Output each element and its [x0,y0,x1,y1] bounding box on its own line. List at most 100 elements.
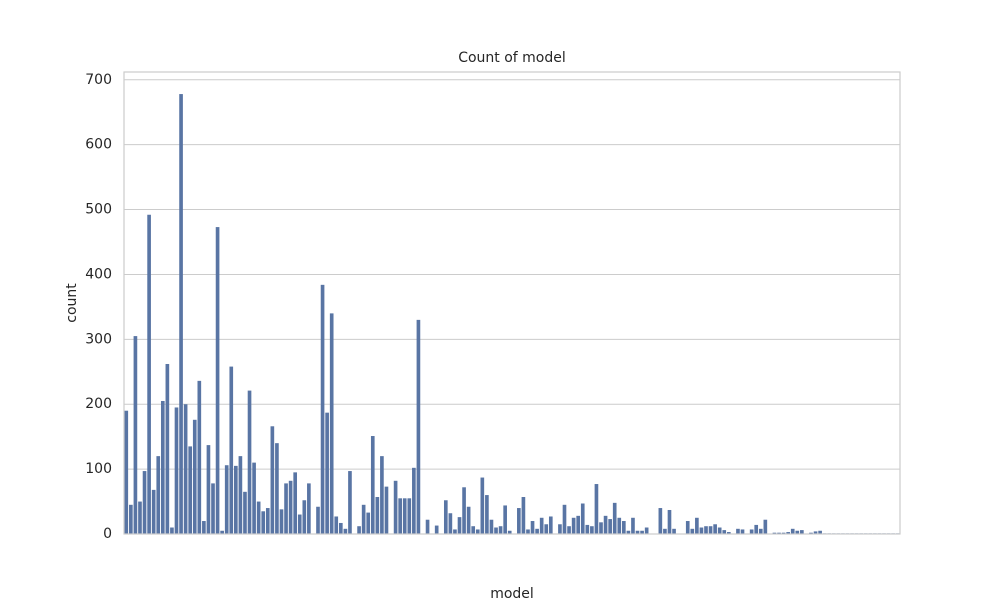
bar [590,526,594,534]
bar [818,530,822,534]
bar [480,477,485,534]
bar [507,530,512,534]
bar [284,483,288,534]
bar [781,532,786,534]
bar [343,528,348,534]
bar [170,527,174,534]
bar [265,508,270,534]
bar [603,515,608,534]
bar [402,498,407,534]
bar [530,521,535,534]
bar [183,404,188,534]
bar [754,524,759,534]
bar [275,443,279,534]
bar [558,524,562,534]
bar [640,530,644,534]
bar [384,486,389,534]
bar [699,527,704,534]
bar [690,528,695,534]
bar [165,363,170,534]
bar [790,528,795,534]
bar [297,514,302,534]
bar [562,504,567,534]
bar [147,214,151,534]
bar [188,446,193,534]
bar [416,319,421,534]
bar [197,380,202,534]
bar [174,407,179,534]
bar [695,517,699,534]
bar [489,519,494,534]
y-tick-label: 500 [85,202,112,218]
bar [325,412,329,534]
bar [234,465,238,534]
plot-frame [123,71,901,535]
bar [631,517,635,534]
bar [407,498,412,534]
bar [544,524,549,534]
bar [334,516,339,534]
bar [535,528,539,534]
y-tick-label: 300 [85,331,112,347]
bar [375,497,380,534]
bar [329,313,334,534]
bar [457,517,462,534]
bar [192,419,197,534]
bar [644,527,649,534]
bar [453,529,457,534]
bar [462,487,466,534]
bar [393,480,398,534]
bar [380,456,384,534]
bar [366,512,371,534]
bar [521,497,526,534]
bar [717,527,722,534]
x-axis-label: model [490,586,534,600]
bar [567,526,571,534]
bar [220,530,224,534]
bar [708,526,713,534]
bar [316,506,320,534]
bar [800,530,804,534]
bar [252,462,256,534]
bar [571,517,576,534]
bar [256,501,261,534]
bar [704,526,708,534]
bar [594,484,599,534]
bar [206,445,211,534]
bar [320,284,325,534]
bar [370,436,375,534]
bar [777,532,781,534]
y-tick-label: 700 [85,72,112,88]
bar [151,489,156,534]
bar [667,509,672,534]
bar [179,94,183,534]
bar [608,519,612,534]
bar [293,472,298,534]
bar [498,526,503,534]
bar [224,465,229,534]
bar [622,521,626,534]
bar [722,530,727,534]
bar [485,495,489,534]
bar [758,528,763,534]
bar [160,400,165,534]
bar [749,529,754,534]
bar [443,500,448,534]
bar [229,366,234,534]
bar [398,498,402,534]
bar [526,529,530,534]
y-tick-label: 400 [85,266,112,282]
bar [672,528,676,534]
bar [261,511,266,534]
bar [475,529,480,534]
bar [503,505,507,534]
bar [288,480,293,534]
bar [307,483,311,534]
bar [270,426,275,534]
bar [626,530,631,534]
bar [279,509,284,534]
bar [138,501,142,534]
bar [425,519,430,534]
bar [124,410,129,534]
